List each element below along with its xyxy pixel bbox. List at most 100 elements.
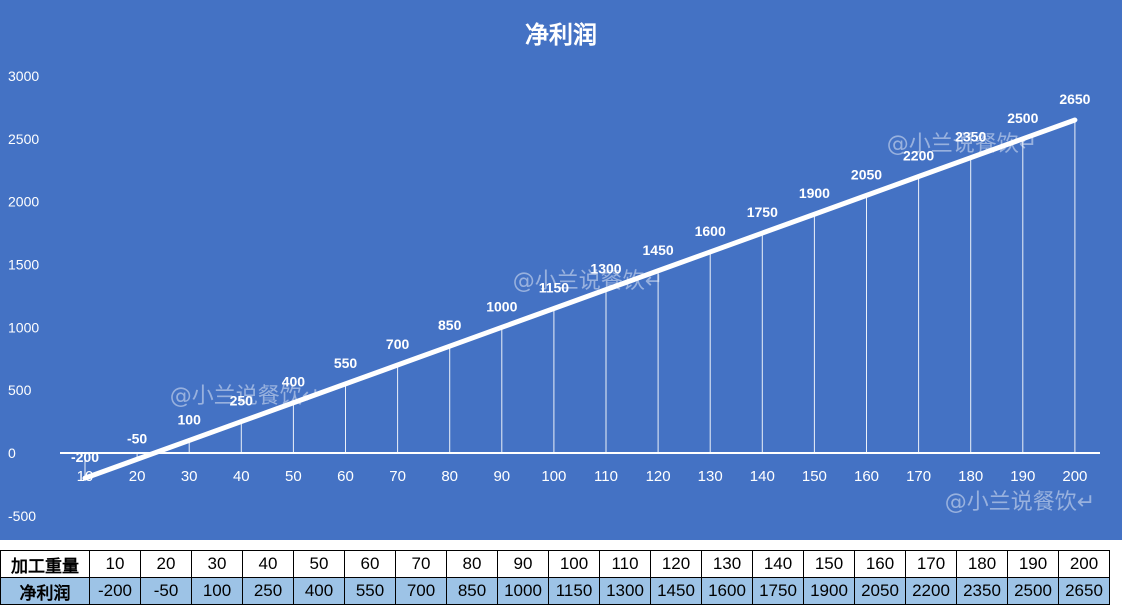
table-row-profit: 净利润 -200 -50 100 250 400 550 700 850 1000 1150 130… (0, 577, 1110, 605)
data-label: 1900 (799, 185, 830, 201)
x-tick-label: 80 (441, 468, 458, 485)
table-cell-profit: 2500 (1007, 577, 1059, 605)
table-cell-weight: 150 (803, 550, 855, 578)
watermark-text: @小兰说餐饮↵ (887, 132, 1037, 157)
table-cell-profit: -50 (140, 577, 192, 605)
x-tick-label: 90 (493, 468, 510, 485)
row-header-weight: 加工重量 (0, 550, 90, 578)
data-label: 2650 (1059, 91, 1090, 107)
y-tick-label: 0 (8, 445, 16, 461)
row-header-profit: 净利润 (0, 577, 90, 605)
data-label: 2050 (851, 166, 882, 182)
table-cell-weight: 40 (242, 550, 294, 578)
table-cell-weight: 140 (752, 550, 804, 578)
data-label: 550 (334, 355, 358, 371)
watermark-text: @小兰说餐饮↵ (513, 269, 663, 294)
table-cell-weight: 80 (446, 550, 498, 578)
data-label: 2350 (955, 129, 986, 145)
data-label: 2200 (903, 148, 934, 164)
data-label: 100 (178, 411, 202, 427)
y-tick-label: 1000 (8, 319, 39, 335)
chart-area: 净利润 -500 0 500 1000 1500 2000 2500 3000 10 20 30 40 5… (0, 0, 1122, 540)
table-cell-profit: 1900 (803, 577, 855, 605)
table-cell-profit: 400 (293, 577, 345, 605)
table-cell-weight: 30 (191, 550, 243, 578)
data-label: 1450 (643, 242, 674, 258)
x-tick-label: 70 (389, 468, 406, 485)
table-cell-profit: 2200 (905, 577, 957, 605)
x-tick-label: 100 (541, 468, 566, 485)
table-cell-profit: 2650 (1058, 577, 1110, 605)
table-cell-weight: 70 (395, 550, 447, 578)
x-tick-label: 60 (337, 468, 354, 485)
table-cell-profit: 1450 (650, 577, 702, 605)
table-cell-weight: 90 (497, 550, 549, 578)
data-label: 1750 (747, 204, 778, 220)
table-cell-weight: 200 (1058, 550, 1110, 578)
table-cell-profit: 1150 (548, 577, 600, 605)
table-cell-profit: 1300 (599, 577, 651, 605)
table-cell-weight: 130 (701, 550, 753, 578)
x-tick-label: 30 (181, 468, 198, 485)
data-label: 700 (386, 336, 410, 352)
y-tick-label: 500 (8, 382, 32, 398)
data-label: 400 (282, 374, 306, 390)
series-line (82, 117, 1078, 481)
x-tick-label: 190 (1010, 468, 1035, 485)
table-row-weight: 加工重量 10 20 30 40 50 60 70 80 90 100 110 120 130 140 15… (0, 550, 1110, 578)
table-cell-weight: 20 (140, 550, 192, 578)
x-tick-label: 110 (594, 468, 618, 485)
x-tick-label: 200 (1062, 468, 1087, 485)
x-tick-label: 150 (802, 468, 827, 485)
table-cell-profit: -200 (89, 577, 141, 605)
table-cell-weight: 190 (1007, 550, 1059, 578)
x-tick-label: 140 (750, 468, 775, 485)
table-cell-weight: 10 (89, 550, 141, 578)
y-tick-label: 2000 (8, 194, 39, 210)
table-cell-weight: 170 (905, 550, 957, 578)
table-cell-profit: 2050 (854, 577, 906, 605)
x-tick-label: 20 (129, 468, 146, 485)
table-cell-profit: 700 (395, 577, 447, 605)
watermark-text: @小兰说餐饮↵ (945, 490, 1095, 515)
y-tick-label: 2500 (8, 131, 39, 147)
data-label: 850 (438, 317, 462, 333)
x-tick-label: 170 (906, 468, 931, 485)
data-label: 1000 (486, 298, 517, 314)
table-cell-weight: 100 (548, 550, 600, 578)
table-cell-weight: 160 (854, 550, 906, 578)
x-tick-label: 130 (698, 468, 723, 485)
x-tick-label: 50 (285, 468, 302, 485)
watermark-text: @小兰说餐饮↵ (170, 384, 320, 409)
data-label: 250 (230, 393, 254, 409)
y-tick-label: 3000 (8, 68, 39, 84)
data-table: 加工重量 10 20 30 40 50 60 70 80 90 100 110 120 130 140 15… (0, 550, 1110, 605)
table-cell-weight: 50 (293, 550, 345, 578)
table-cell-profit: 550 (344, 577, 396, 605)
table-cell-profit: 850 (446, 577, 498, 605)
table-cell-profit: 2350 (956, 577, 1008, 605)
table-cell-profit: 100 (191, 577, 243, 605)
x-tick-label: 120 (646, 468, 671, 485)
table-cell-profit: 1000 (497, 577, 549, 605)
y-tick-label: -500 (8, 508, 36, 524)
data-label: 1600 (695, 223, 726, 239)
table-cell-weight: 60 (344, 550, 396, 578)
table-cell-profit: 1750 (752, 577, 804, 605)
table-cell-profit: 1600 (701, 577, 753, 605)
x-tick-label: 160 (854, 468, 879, 485)
x-tick-label: 180 (958, 468, 983, 485)
data-label: 2500 (1007, 110, 1038, 126)
data-label: -200 (71, 449, 99, 465)
data-label: 1300 (590, 261, 621, 277)
table-cell-profit: 250 (242, 577, 294, 605)
chart-title: 净利润 (525, 21, 597, 49)
table-cell-weight: 120 (650, 550, 702, 578)
x-tick-label: 40 (233, 468, 250, 485)
data-label: -50 (127, 430, 147, 446)
table-cell-weight: 180 (956, 550, 1008, 578)
y-tick-label: 1500 (8, 257, 39, 273)
table-cell-weight: 110 (599, 550, 651, 578)
data-label: 1150 (539, 279, 570, 295)
